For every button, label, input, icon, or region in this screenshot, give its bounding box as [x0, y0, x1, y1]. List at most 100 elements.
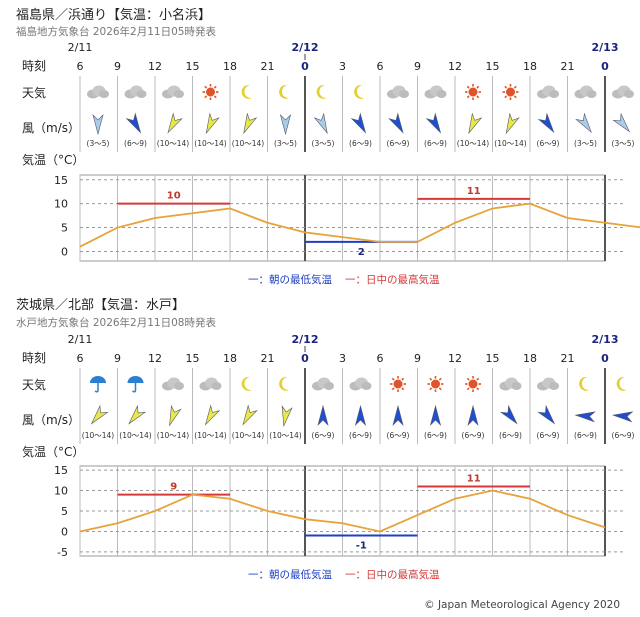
wind-arrow-shape: [92, 114, 104, 136]
wind-arrow-shape: [392, 404, 404, 426]
max-temp-label: 11: [467, 186, 481, 197]
y-tick-label: 10: [54, 485, 68, 498]
wind-arrow-icon: [537, 112, 555, 134]
wind-arrow-shape: [204, 404, 221, 426]
wind-speed-label: (10〜14): [157, 139, 190, 148]
sun-ray: [476, 85, 480, 89]
wind-arrow-shape: [537, 112, 555, 134]
min-temp-label: 2: [358, 247, 365, 258]
cloud-part: [624, 90, 634, 98]
cloud-part: [211, 382, 222, 390]
wind-arrow-icon: [537, 404, 556, 425]
umbrella-handle: [94, 383, 99, 393]
cloud-icon: [424, 85, 447, 99]
wind-arrow-shape: [90, 404, 109, 425]
hour-label: 18: [523, 60, 537, 73]
legend-min-label: 一：朝の最低気温: [248, 273, 332, 286]
wind-arrow-icon: [354, 404, 367, 426]
hour-label: 18: [223, 352, 237, 365]
wind-speed-label: (6〜9): [349, 431, 372, 440]
wind-speed-label: (6〜9): [574, 431, 597, 440]
cloud-icon: [124, 85, 147, 99]
sun-icon: [427, 376, 444, 392]
wind-arrow-shape: [350, 112, 367, 134]
wind-arrow-shape: [242, 404, 258, 426]
sun-icon: [202, 84, 219, 100]
wind-arrow-icon: [611, 411, 634, 423]
sun-disc: [468, 87, 478, 97]
wind-arrow-icon: [128, 404, 147, 425]
y-tick-label: 0: [61, 245, 68, 258]
wind-arrow-icon: [392, 404, 404, 426]
wind-arrow-shape: [612, 112, 631, 133]
wind-arrow-shape: [205, 112, 220, 135]
wind-arrow-icon: [204, 404, 221, 426]
umbrella-canopy: [90, 376, 106, 383]
hour-label: 21: [261, 60, 275, 73]
cloud-icon: [87, 85, 109, 99]
wind-arrow-icon: [313, 112, 328, 135]
max-temp-label: 9: [170, 482, 177, 493]
wind-arrow-icon: [467, 404, 479, 426]
wind-arrow-shape: [505, 112, 520, 135]
cloud-part: [549, 90, 559, 98]
hour-label: 6: [77, 352, 84, 365]
sun-icon: [502, 84, 519, 100]
sun-icon: [465, 376, 481, 392]
weather-row-label: 天気: [22, 377, 46, 392]
hour-label: 3: [339, 60, 346, 73]
wind-speed-label: (10〜14): [232, 431, 265, 440]
wind-arrow-icon: [574, 411, 596, 423]
time-row-label: 時刻: [22, 351, 46, 365]
wind-speed-label: (6〜9): [124, 139, 147, 148]
wind-arrow-icon: [317, 404, 329, 426]
wind-arrow-shape: [388, 112, 404, 134]
wind-arrow-shape: [611, 411, 634, 423]
y-tick-label: 0: [61, 525, 68, 538]
wind-arrow-shape: [467, 404, 479, 426]
sun-ray: [438, 387, 442, 391]
cloud-part: [324, 382, 334, 390]
hour-label: 9: [114, 60, 121, 73]
wind-arrow-icon: [205, 112, 220, 135]
sun-ray: [204, 85, 208, 89]
wind-row-label: 風（m/s）: [22, 121, 80, 135]
max-temp-label: 10: [167, 191, 181, 202]
sun-disc: [506, 87, 515, 97]
cloud-part: [136, 90, 147, 98]
moon-icon: [241, 376, 252, 391]
umbrella-icon: [90, 376, 106, 393]
moon-icon: [616, 376, 627, 391]
hour-label: 6: [377, 60, 384, 73]
hour-label: 15: [186, 60, 200, 73]
wind-row-label: 風（m/s）: [22, 413, 80, 427]
sun-ray: [213, 95, 217, 99]
wind-arrow-shape: [279, 114, 292, 136]
wind-arrow-icon: [125, 112, 142, 134]
hour-label: 3: [339, 352, 346, 365]
cloud-part: [549, 382, 559, 390]
wind-arrow-icon: [388, 112, 404, 134]
wind-arrow-shape: [167, 112, 183, 134]
sun-ray: [401, 387, 405, 391]
wind-arrow-icon: [90, 404, 109, 425]
hour-label: 0: [601, 352, 609, 365]
cloud-icon: [312, 377, 334, 391]
hour-label: 9: [414, 352, 421, 365]
legend-min-label: 一：朝の最低気温: [248, 568, 332, 581]
wind-arrow-shape: [499, 404, 518, 425]
wind-speed-label: (10〜14): [194, 139, 227, 148]
cloud-part: [399, 90, 409, 98]
moon-icon: [279, 84, 290, 99]
hour-label: 9: [414, 60, 421, 73]
wind-speed-label: (6〜9): [537, 139, 560, 148]
wind-arrow-icon: [429, 404, 442, 426]
y-tick-label: 5: [61, 222, 68, 235]
wind-arrow-shape: [281, 405, 293, 428]
moon-shape: [241, 376, 252, 391]
panel-title: 福島県／浜通り【気温：小名浜】: [16, 8, 212, 23]
wind-arrow-shape: [128, 404, 147, 425]
wind-speed-label: (6〜9): [462, 431, 485, 440]
sun-ray: [466, 95, 470, 99]
